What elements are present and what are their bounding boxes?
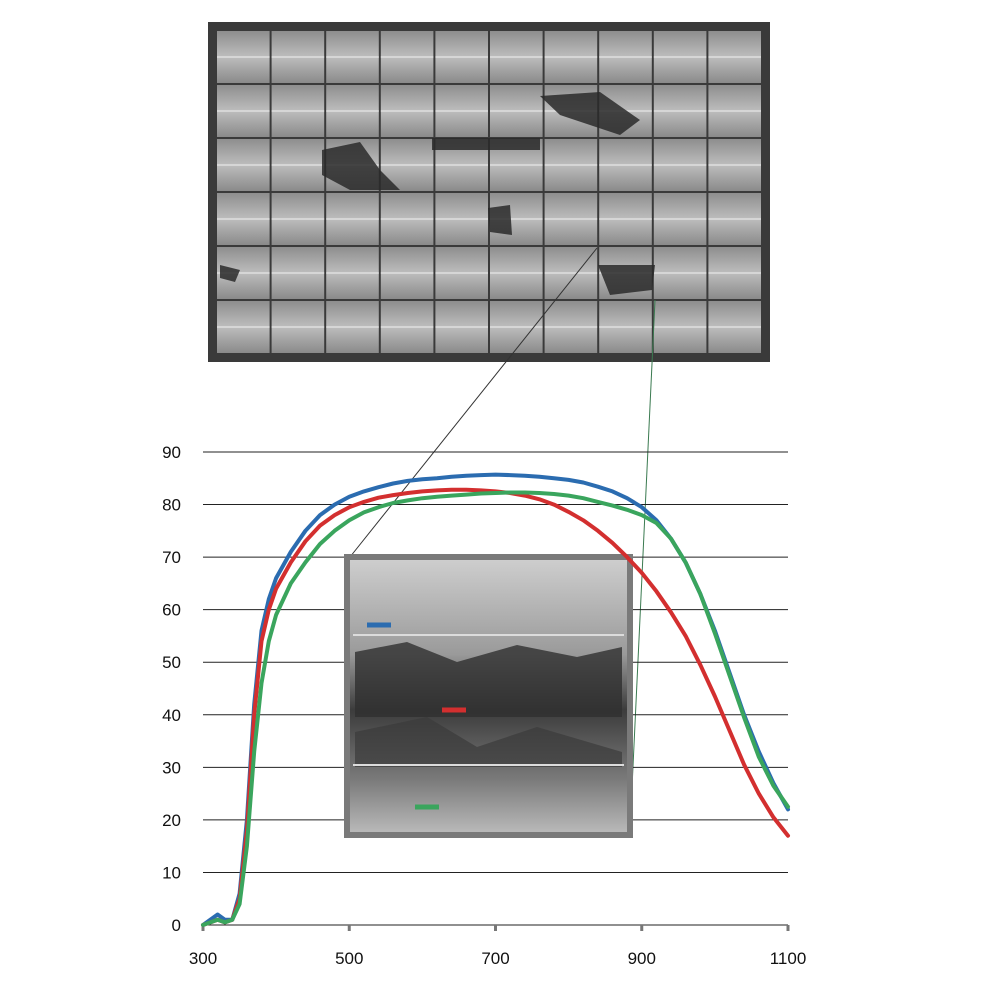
y-tick-label: 20	[162, 811, 181, 830]
grid-lines	[203, 451, 788, 926]
y-tick-label: 30	[162, 758, 181, 777]
chart-area: 0 10 20 30 40 50 60 70 80 90 300 500 700 900 1100	[162, 443, 806, 968]
solar-panel-el-image	[208, 22, 770, 362]
x-tick-label: 900	[628, 949, 656, 968]
panel-crack-region	[540, 92, 640, 135]
series-line-red	[201, 487, 790, 927]
y-tick-label: 80	[162, 496, 181, 515]
x-tick-label: 1100	[770, 949, 807, 968]
y-tick-label: 90	[162, 443, 181, 462]
panel-crack-region	[432, 138, 540, 150]
panel-crack-region	[322, 142, 400, 190]
inset-cell-image	[344, 554, 633, 838]
y-axis-tick-labels: 0 10 20 30 40 50 60 70 80 90	[162, 443, 181, 935]
inset-dark-crack-band	[355, 717, 622, 767]
y-tick-label: 60	[162, 601, 181, 620]
x-axis-tick-marks	[201, 925, 790, 931]
connector-line-right	[629, 299, 656, 831]
series-line-green	[201, 490, 790, 927]
inset-dark-crack-band	[355, 642, 622, 717]
panel-crack-region	[488, 205, 512, 235]
y-tick-label: 50	[162, 653, 181, 672]
y-tick-label: 40	[162, 706, 181, 725]
x-tick-label: 700	[481, 949, 509, 968]
y-tick-label: 10	[162, 863, 181, 882]
x-tick-label: 500	[335, 949, 363, 968]
x-tick-label: 300	[189, 949, 217, 968]
panel-crack-region	[598, 265, 655, 295]
y-tick-label: 0	[172, 916, 181, 935]
series-lines	[201, 472, 790, 927]
x-axis-tick-labels: 300 500 700 900 1100	[189, 949, 806, 968]
panel-crack-region	[220, 265, 240, 282]
y-tick-label: 70	[162, 548, 181, 567]
